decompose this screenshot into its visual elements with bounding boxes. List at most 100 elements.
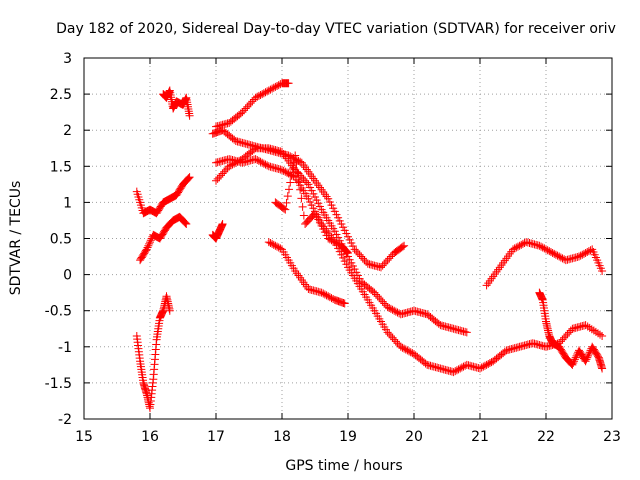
series-track-a-rise	[212, 79, 293, 131]
data-point	[287, 171, 296, 180]
data-point	[390, 306, 399, 315]
data-point	[380, 299, 389, 308]
data-point	[558, 335, 567, 344]
data-point	[284, 79, 293, 88]
data-point	[216, 171, 225, 180]
data-point	[401, 345, 410, 354]
data-point	[184, 174, 193, 183]
data-point	[350, 245, 359, 254]
data-point	[421, 359, 430, 368]
data-point	[185, 173, 194, 182]
data-point	[340, 299, 349, 308]
data-point	[385, 254, 394, 263]
data-point	[266, 85, 275, 94]
data-point	[185, 111, 194, 120]
data-point	[548, 248, 557, 257]
x-tick-label: 23	[603, 429, 621, 445]
data-point	[327, 294, 336, 303]
data-point	[373, 292, 382, 301]
data-point	[268, 84, 277, 93]
data-point	[276, 244, 285, 253]
data-point	[353, 248, 362, 257]
series-track-e	[264, 238, 349, 308]
data-point	[273, 81, 282, 90]
data-point	[280, 204, 289, 213]
data-point	[553, 251, 562, 260]
data-point	[598, 364, 607, 373]
data-point	[256, 91, 265, 100]
x-tick-label: 18	[273, 429, 291, 445]
series-track-h	[136, 212, 191, 265]
data-point	[215, 173, 224, 182]
data-point	[535, 241, 544, 250]
series-track-l	[535, 288, 607, 373]
data-point	[286, 170, 295, 179]
data-point	[289, 172, 298, 181]
data-point	[518, 239, 527, 248]
data-point	[259, 89, 268, 98]
data-point	[285, 185, 294, 194]
data-point	[571, 353, 580, 362]
data-point	[598, 331, 607, 340]
data-point	[249, 145, 258, 154]
data-point	[570, 355, 579, 364]
data-point	[406, 348, 415, 357]
data-point	[258, 90, 267, 99]
data-point	[457, 363, 466, 372]
data-point	[221, 165, 230, 174]
x-tick-label: 15	[75, 429, 93, 445]
data-point	[165, 306, 174, 315]
grid-lines	[83, 57, 613, 420]
data-point	[591, 327, 600, 336]
data-point	[479, 362, 488, 371]
data-point	[383, 256, 392, 265]
data-point	[273, 242, 282, 251]
data-point	[142, 245, 151, 254]
data-point	[378, 297, 387, 306]
data-point	[324, 292, 333, 301]
data-point	[253, 92, 262, 101]
data-point	[576, 251, 585, 260]
data-point	[434, 319, 443, 328]
data-point	[587, 325, 596, 334]
data-point	[542, 245, 550, 254]
series-track-d	[212, 155, 607, 377]
data-point	[593, 329, 602, 338]
y-tick-label: -1	[58, 340, 72, 356]
data-point	[513, 242, 522, 251]
data-point	[485, 359, 494, 368]
data-point	[281, 205, 290, 214]
x-tick-label: 21	[471, 429, 489, 445]
data-point	[380, 259, 389, 268]
data-point	[391, 307, 400, 316]
series-track-k	[208, 220, 227, 243]
data-point	[393, 308, 402, 317]
data-point	[240, 106, 249, 115]
series-track-c	[212, 144, 471, 337]
data-point	[320, 290, 329, 299]
data-point	[456, 364, 465, 373]
data-point	[269, 240, 278, 249]
data-point	[291, 165, 300, 174]
data-point	[462, 328, 471, 337]
data-point	[256, 157, 265, 166]
data-point	[287, 153, 296, 162]
y-tick-label: 3	[63, 51, 72, 67]
data-point	[297, 194, 306, 203]
data-point	[183, 174, 192, 183]
data-point	[292, 155, 301, 164]
data-point	[302, 178, 311, 187]
data-point	[581, 248, 590, 257]
data-point	[555, 252, 564, 261]
x-tick-label: 16	[141, 429, 159, 445]
data-point	[283, 192, 292, 201]
data-point	[377, 263, 385, 272]
data-point	[405, 347, 414, 356]
data-point	[360, 256, 369, 265]
y-tick-label: 2	[63, 123, 72, 139]
data-point	[370, 288, 379, 297]
data-point	[510, 244, 519, 253]
data-point	[452, 366, 461, 375]
data-point	[584, 247, 593, 256]
data-point	[378, 261, 387, 270]
